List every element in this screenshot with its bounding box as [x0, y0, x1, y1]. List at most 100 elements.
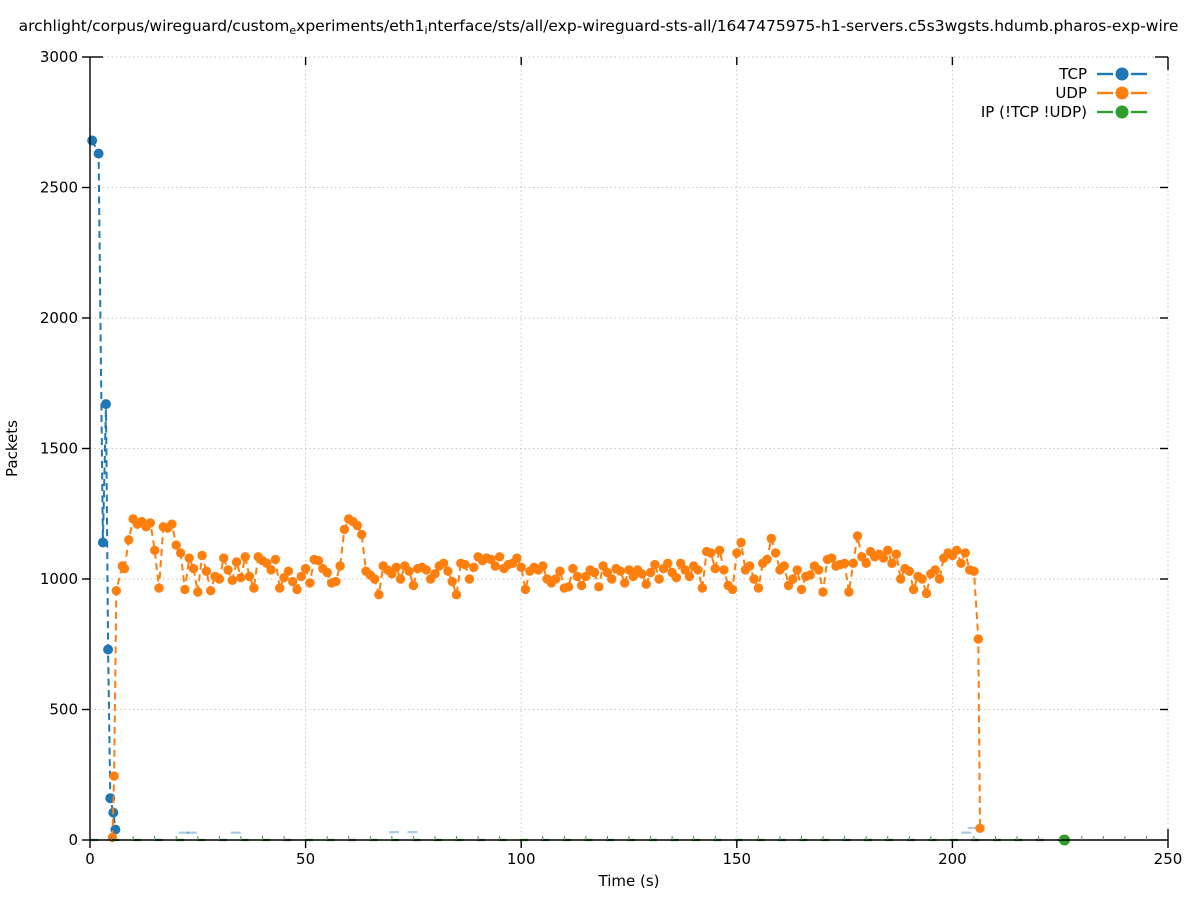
udp-marker — [969, 566, 979, 576]
udp-marker — [374, 590, 384, 600]
udp-marker — [395, 574, 406, 584]
udp-marker — [339, 524, 350, 535]
udp-marker — [792, 565, 802, 575]
udp-marker — [814, 565, 824, 575]
udp-marker — [719, 565, 729, 575]
y-tick-label: 1000 — [40, 570, 78, 588]
udp-marker — [404, 566, 414, 576]
tcp-line — [91, 140, 117, 830]
chart-title: archlight/corpus/wireguard/customexperim… — [19, 17, 1179, 37]
udp-marker — [693, 565, 703, 575]
y-tick-label: 500 — [49, 701, 78, 719]
legend-label: UDP — [1055, 84, 1087, 102]
udp-marker — [732, 548, 742, 558]
udp-marker — [594, 582, 604, 592]
x-tick-label: 0 — [85, 850, 95, 868]
udp-marker — [697, 583, 707, 593]
udp-marker — [844, 587, 854, 597]
udp-marker — [188, 563, 199, 574]
y-tick-label: 0 — [68, 831, 78, 849]
udp-marker — [516, 562, 526, 572]
udp-marker — [171, 540, 181, 550]
udp-marker — [934, 574, 945, 584]
legend-item-udp: UDP — [1055, 84, 1147, 102]
tcp-marker — [97, 537, 108, 548]
udp-marker — [753, 583, 764, 593]
udp-marker — [352, 520, 362, 531]
udp-marker — [770, 548, 781, 558]
chart-title-container: archlight/corpus/wireguard/customexperim… — [0, 17, 1197, 37]
udp-marker — [663, 558, 673, 568]
udp-marker — [650, 559, 660, 570]
udp-marker — [878, 553, 889, 563]
udp-marker — [551, 574, 561, 584]
udp-marker — [236, 573, 246, 583]
udp-marker — [555, 566, 565, 576]
udp-marker — [119, 563, 130, 574]
legend-sample-marker — [1115, 67, 1129, 81]
udp-marker — [421, 565, 431, 575]
udp-marker — [710, 563, 720, 574]
udp-marker — [788, 574, 798, 584]
udp-marker — [620, 578, 630, 588]
x-tick-label: 100 — [507, 850, 536, 868]
udp-marker — [952, 545, 962, 555]
udp-marker — [266, 565, 276, 575]
udp-marker — [973, 634, 983, 644]
udp-marker — [917, 574, 927, 584]
x-tick-label: 250 — [1154, 850, 1183, 868]
udp-marker — [908, 584, 919, 595]
legend-item-tcp: TCP — [1058, 65, 1147, 83]
udp-marker — [520, 584, 531, 595]
udp-marker — [512, 553, 522, 563]
udp-marker — [283, 566, 294, 576]
udp-marker — [494, 552, 505, 562]
udp-marker — [145, 518, 156, 528]
x-tick-label: 50 — [296, 850, 315, 868]
x-tick-label: 150 — [722, 850, 751, 868]
legend-sample-marker — [1115, 86, 1129, 100]
udp-marker — [335, 561, 345, 571]
udp-marker — [249, 583, 259, 593]
udp-marker — [568, 563, 578, 574]
udp-marker — [654, 574, 664, 584]
udp-marker — [460, 559, 470, 570]
udp-marker — [861, 558, 871, 568]
udp-marker — [201, 566, 212, 576]
udp-marker — [331, 576, 341, 587]
udp-marker — [197, 550, 207, 561]
udp-marker — [762, 554, 772, 565]
udp-marker — [538, 561, 548, 571]
chart-title-part2: xperiments/eth1 — [296, 17, 425, 35]
udp-marker — [727, 584, 738, 595]
udp-marker — [818, 587, 828, 597]
udp-marker — [469, 562, 479, 572]
udp-marker — [839, 558, 850, 568]
udp-marker — [714, 545, 725, 555]
udp-marker — [313, 556, 324, 566]
udp-marker — [305, 578, 315, 588]
x-tick-label: 200 — [938, 850, 967, 868]
data-series — [87, 135, 1070, 846]
tcp-marker — [93, 148, 104, 159]
udp-marker — [111, 586, 122, 596]
udp-marker — [270, 554, 281, 565]
udp-marker — [645, 567, 656, 578]
udp-marker — [921, 588, 932, 599]
udp-marker — [109, 771, 119, 781]
udp-marker — [300, 563, 311, 574]
udp-marker — [676, 558, 686, 568]
udp-marker — [745, 561, 755, 571]
udp-marker — [805, 570, 815, 580]
udp-marker — [244, 571, 255, 582]
udp-marker — [408, 580, 419, 591]
udp-marker — [960, 548, 970, 558]
udp-marker — [447, 576, 457, 587]
y-tick-label: 1500 — [40, 440, 78, 458]
udp-marker — [975, 823, 985, 833]
axes — [82, 56, 1169, 848]
udp-marker — [896, 574, 906, 584]
